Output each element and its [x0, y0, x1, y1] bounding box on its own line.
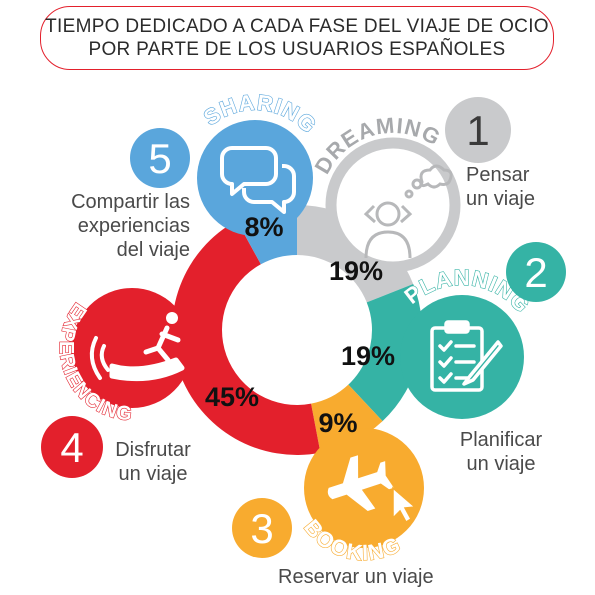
step-number-dreaming: 1 [445, 97, 511, 163]
title-box: TIEMPO DEDICADO A CADA FASE DEL VIAJE DE… [40, 6, 554, 70]
percent-label-booking: 9% [318, 408, 357, 438]
airplane-cursor-icon [327, 455, 417, 524]
desc-planning: Planificar un viaje [459, 429, 543, 475]
svg-text:4: 4 [60, 424, 83, 471]
percent-labels: 19% 19% 9% 45% 8% [205, 212, 395, 438]
desc-dreaming: Pensar un viaje [466, 164, 535, 210]
percent-label-planning: 19% [341, 341, 395, 371]
thinking-person-icon [363, 164, 453, 259]
percent-label-experiencing: 45% [205, 382, 259, 412]
desc-experiencing: Disfrutar un viaje [115, 439, 191, 485]
svg-text:3: 3 [250, 505, 273, 552]
percent-label-sharing: 8% [244, 212, 283, 242]
step-number-experiencing: 4 [41, 416, 103, 478]
segment-planning [348, 283, 422, 422]
svg-text:1: 1 [466, 107, 489, 154]
segment-experiencing [172, 220, 321, 456]
chart-title: TIEMPO DEDICADO A CADA FASE DEL VIAJE DE… [45, 16, 549, 60]
step-numbers: 1 2 3 4 5 [41, 97, 566, 558]
clipboard-checklist-icon [430, 320, 503, 392]
segment-booking [311, 384, 383, 453]
svg-text:5: 5 [148, 135, 171, 182]
desc-sharing: Compartir las experiencias del viaje [71, 191, 190, 261]
percent-label-dreaming: 19% [329, 256, 383, 286]
icon-circle-planning [400, 295, 524, 419]
jet-ski-icon [89, 312, 185, 382]
step-number-planning: 2 [506, 242, 566, 302]
speech-bubbles-icon [220, 146, 296, 214]
step-number-sharing: 5 [130, 128, 190, 188]
phase-icons [89, 146, 503, 524]
desc-booking: Reservar un viaje [278, 566, 434, 588]
svg-text:2: 2 [524, 249, 547, 296]
step-number-booking: 3 [232, 498, 292, 558]
